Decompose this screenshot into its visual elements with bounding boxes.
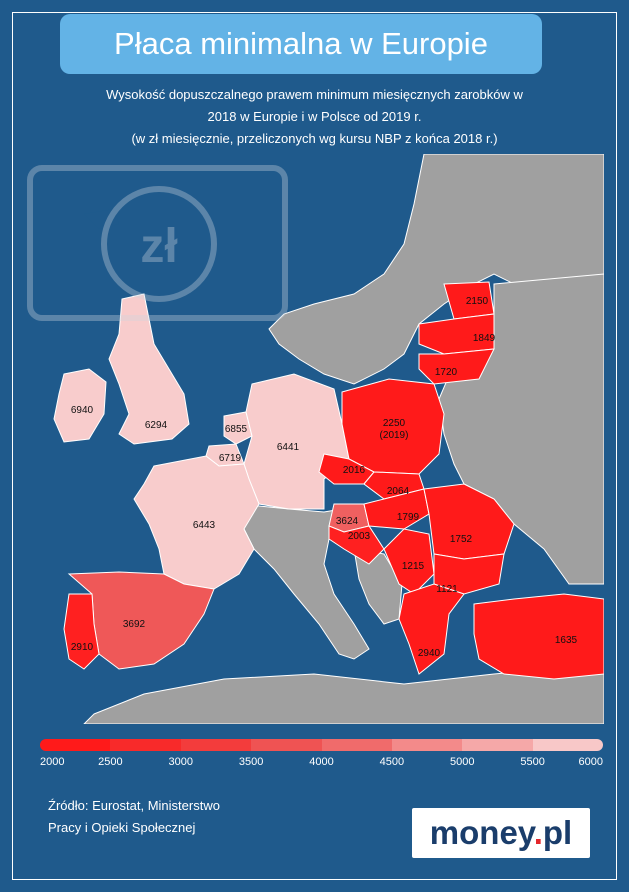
legend-swatch: [40, 739, 111, 751]
value-slovenia: 3624: [336, 516, 359, 527]
value-ireland: 6940: [71, 405, 94, 416]
legend-swatch: [110, 739, 181, 751]
value-greece: 2940: [418, 648, 441, 659]
netherlands: [223, 411, 253, 445]
logo-suffix: pl: [542, 814, 573, 851]
value-belgium: 6719: [219, 453, 242, 464]
subtitle-line: (w zł miesięcznie, przeliczonych wg kurs…: [131, 131, 498, 146]
legend-tick-label: 3500: [238, 756, 264, 768]
logo-dot: .: [533, 814, 543, 851]
iceland-small: [84, 209, 119, 229]
legend-tick-label: 2500: [98, 756, 123, 768]
value-romania: 1752: [450, 534, 473, 545]
france: [133, 455, 260, 590]
subtitle-line: 2018 w Europie i w Polsce od 2019 r.: [207, 109, 422, 124]
source-line: Pracy i Opieki Społecznej: [48, 820, 196, 835]
uk: [108, 293, 190, 445]
subtitle-line: Wysokość dopuszczalnego prawem minimum m…: [106, 87, 523, 102]
greece: [398, 583, 465, 675]
value-slovakia: 2064: [387, 486, 410, 497]
lithuania: [418, 348, 495, 385]
europe-map: zł 6940 6294 6855 6719 6441 6443 3692 29…: [24, 154, 604, 724]
north-africa: [83, 663, 604, 724]
value-spain: 3692: [123, 619, 146, 630]
value-germany: 6441: [277, 442, 300, 453]
legend-bar: [40, 739, 603, 751]
subtitle: Wysokość dopuszczalnego prawem minimum m…: [40, 84, 589, 150]
value-lithuania: 1720: [435, 367, 458, 378]
legend-tick-label: 4500: [379, 756, 405, 768]
color-legend: [40, 739, 603, 751]
legend-swatch: [251, 739, 322, 751]
balkans-gray: [353, 548, 403, 625]
value-france: 6443: [193, 520, 216, 531]
legend-tick-label: 2000: [40, 756, 65, 768]
banknote-watermark: zł: [27, 165, 288, 321]
value-poland: 2250: [383, 418, 406, 429]
legend-ticks: 2000 2500 3000 3500 4000 4500 5000 5500 6000: [40, 756, 603, 774]
croatia: [328, 525, 385, 565]
value-latvia: 1849: [473, 333, 496, 344]
value-hungary: 1799: [397, 512, 420, 523]
page-title: Płaca minimalna w Europie: [60, 14, 542, 74]
legend-tick-label: 4000: [309, 756, 334, 768]
legend-swatch: [391, 739, 463, 751]
legend-swatch: [321, 739, 392, 751]
ireland: [53, 368, 107, 443]
money-pl-logo: money.pl: [412, 808, 590, 858]
value-estonia: 2150: [466, 296, 489, 307]
legend-tick-label: 3000: [168, 756, 193, 768]
legend-tick-label: 5500: [520, 756, 545, 768]
value-netherlands: 6855: [225, 424, 248, 435]
source-line: Źródło: Eurostat, Ministerstwo: [48, 798, 220, 813]
value-uk: 6294: [145, 420, 168, 431]
value-turkey: 1635: [555, 635, 578, 646]
source-note: Źródło: Eurostat, Ministerstwo Pracy i O…: [48, 795, 220, 839]
legend-swatch: [532, 739, 603, 751]
value-czechia: 2016: [343, 465, 366, 476]
legend-tick-label: 6000: [578, 756, 603, 768]
logo-text: money: [429, 814, 534, 851]
value-portugal: 2910: [71, 642, 94, 653]
turkey: [473, 593, 604, 680]
value-bulgaria: 1121: [436, 584, 458, 595]
legend-swatch: [180, 739, 252, 751]
value-poland-note: (2019): [380, 430, 409, 441]
legend-tick-label: 5000: [450, 756, 475, 768]
value-serbia: 1215: [402, 561, 425, 572]
poland: [341, 378, 445, 475]
page-frame: [12, 12, 617, 880]
portugal: [63, 593, 100, 670]
currency-symbol: zł: [140, 220, 177, 273]
value-croatia: 2003: [348, 531, 371, 542]
legend-swatch: [462, 739, 533, 751]
